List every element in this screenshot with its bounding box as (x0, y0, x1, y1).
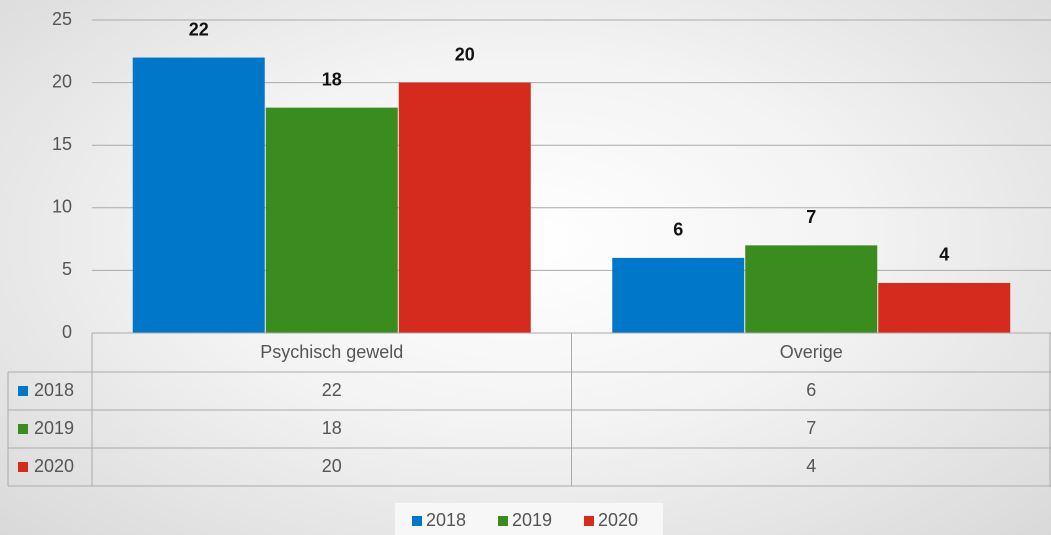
bar (745, 245, 878, 333)
table-legend-swatch (18, 462, 28, 472)
legend-swatch (498, 516, 508, 526)
table-cell: 6 (806, 380, 816, 400)
table-row-label: 2019 (34, 418, 74, 438)
legend-swatch (412, 516, 422, 526)
bar (878, 282, 1011, 333)
table-legend-swatch (18, 386, 28, 396)
data-label: 6 (673, 220, 683, 240)
bar (265, 107, 398, 333)
table-cell: 20 (322, 456, 342, 476)
y-tick-label: 25 (52, 9, 72, 29)
table-cell: 18 (322, 418, 342, 438)
bar (398, 82, 531, 333)
x-tick-label: Overige (780, 342, 843, 362)
bar (612, 257, 745, 333)
data-label: 22 (189, 19, 209, 39)
y-tick-label: 20 (52, 71, 72, 91)
legend-swatch (584, 516, 594, 526)
table-cell: 4 (806, 456, 816, 476)
y-tick-label: 15 (52, 134, 72, 154)
legend-label: 2019 (512, 510, 552, 530)
y-tick-label: 5 (62, 259, 72, 279)
bar (132, 57, 265, 334)
x-tick-label: Psychisch geweld (260, 342, 403, 362)
data-label: 4 (939, 245, 949, 265)
legend-label: 2018 (426, 510, 466, 530)
table-row-label: 2020 (34, 456, 74, 476)
legend-box (395, 503, 663, 535)
legend-label: 2020 (598, 510, 638, 530)
table-cell: 7 (806, 418, 816, 438)
data-label: 7 (806, 207, 816, 227)
y-tick-label: 10 (52, 197, 72, 217)
table-row-label: 2018 (34, 380, 74, 400)
data-label: 18 (322, 69, 342, 89)
data-label: 20 (455, 44, 475, 64)
y-tick-label: 0 (62, 322, 72, 342)
table-legend-swatch (18, 424, 28, 434)
table-cell: 22 (322, 380, 342, 400)
